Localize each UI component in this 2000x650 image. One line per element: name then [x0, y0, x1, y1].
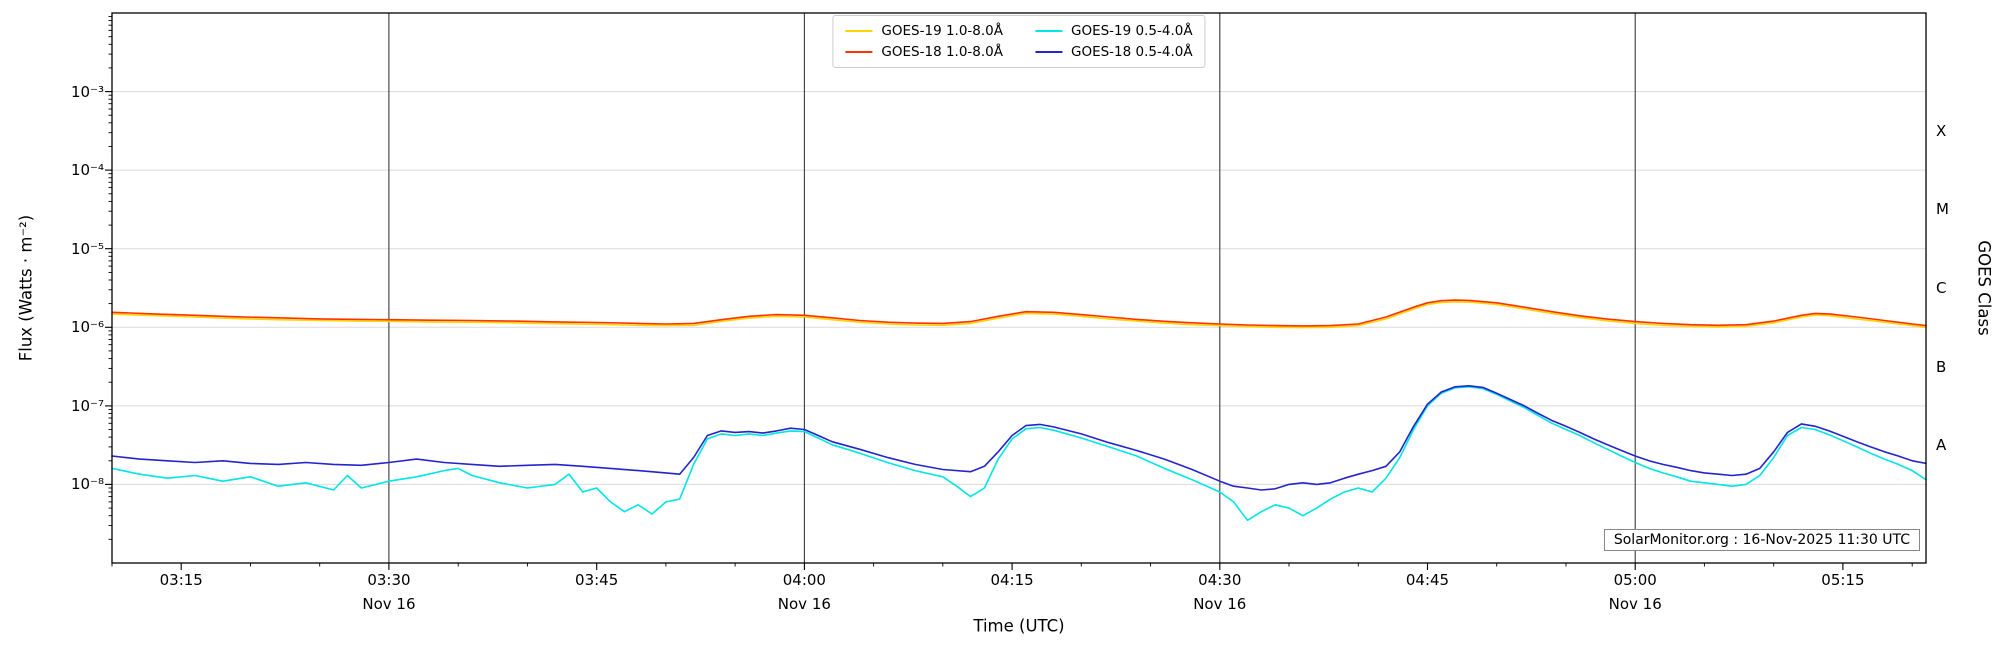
x-tick-label: 04:30 — [1198, 571, 1242, 589]
goes-class-letter: B — [1936, 357, 1947, 376]
goes-class-letter: M — [1936, 200, 1949, 219]
date-label: Nov 16 — [777, 595, 831, 613]
x-tick-label: 03:15 — [159, 571, 203, 589]
x-tick-label: 04:00 — [782, 571, 826, 589]
x-tick-label: 05:00 — [1613, 571, 1657, 589]
x-tick-label: 04:15 — [990, 571, 1034, 589]
y-tick-label: 10⁻⁸ — [70, 475, 104, 494]
y-tick-label: 10⁻⁷ — [70, 396, 104, 415]
date-label: Nov 16 — [1193, 595, 1247, 613]
legend-label: GOES-18 1.0-8.0Å — [881, 44, 1003, 60]
y-tick-label: 10⁻⁴ — [70, 161, 104, 180]
watermark-text: SolarMonitor.org : 16-Nov-2025 11:30 UTC — [1603, 529, 1920, 551]
goes-class-letter: X — [1936, 121, 1947, 140]
series-line-2 — [111, 299, 1927, 327]
date-label: Nov 16 — [1608, 595, 1662, 613]
legend-label: GOES-19 1.0-8.0Å — [881, 23, 1003, 39]
goes-class-letter: A — [1936, 436, 1947, 455]
legend-item: GOES-19 0.5-4.0Å — [1035, 23, 1193, 39]
y-axis-label: Flux (Watts · m⁻²) — [16, 214, 36, 362]
legend-line-swatch — [845, 29, 873, 33]
y-tick-label: 10⁻³ — [70, 82, 104, 101]
date-label: Nov 16 — [362, 595, 416, 613]
series-line-1 — [111, 385, 1927, 522]
legend-line-swatch — [1035, 50, 1062, 54]
legend-label: GOES-18 0.5-4.0Å — [1071, 44, 1193, 60]
legend: GOES-19 1.0-8.0Å GOES-18 1.0-8.0Å GOES-19 … — [832, 15, 1206, 68]
x-tick-label: 05:15 — [1821, 571, 1865, 589]
legend-item: GOES-18 1.0-8.0Å — [845, 44, 1003, 60]
x-tick-label: 03:30 — [367, 571, 411, 589]
plot-border — [111, 12, 1927, 564]
y-tick-label: 10⁻⁵ — [70, 239, 104, 258]
x-axis-label: Time (UTC) — [973, 616, 1065, 636]
series-line-3 — [111, 384, 1927, 491]
right-axis-label: GOES Class — [1974, 240, 1994, 336]
x-tick-label: 04:45 — [1405, 571, 1450, 589]
x-tick-label: 03:45 — [575, 571, 619, 589]
legend-item: GOES-18 0.5-4.0Å — [1035, 44, 1193, 60]
legend-item: GOES-19 1.0-8.0Å — [845, 23, 1003, 39]
series-line-0 — [111, 300, 1927, 329]
legend-label: GOES-19 0.5-4.0Å — [1071, 23, 1193, 39]
goes-class-letter: C — [1936, 279, 1947, 297]
y-tick-label: 10⁻⁶ — [70, 318, 104, 337]
legend-line-swatch — [845, 50, 873, 54]
legend-line-swatch — [1035, 29, 1062, 33]
